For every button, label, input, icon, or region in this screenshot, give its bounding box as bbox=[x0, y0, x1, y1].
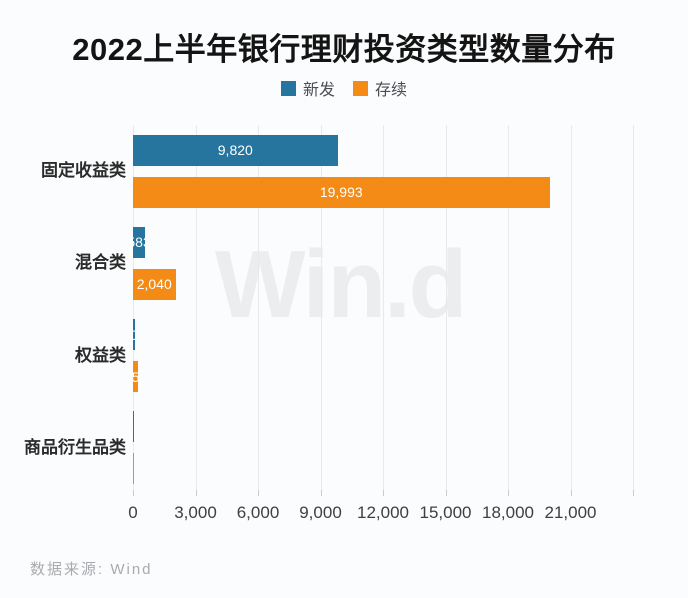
bar-value-label: 250 bbox=[133, 368, 139, 385]
bar-existing: 35 bbox=[133, 453, 134, 485]
legend-swatch-icon bbox=[280, 80, 296, 96]
gridline bbox=[508, 125, 509, 490]
chart-title: 2022上半年银行理财投资类型数量分布 bbox=[72, 32, 616, 67]
category-label: 混合类 bbox=[75, 253, 126, 273]
bar-value-label: 19,993 bbox=[319, 184, 363, 200]
axis-tick bbox=[320, 490, 322, 496]
legend-item-new: 新发 bbox=[280, 76, 335, 100]
gridline bbox=[320, 125, 322, 490]
axis-tick bbox=[195, 490, 197, 496]
category-label: 固定收益类 bbox=[41, 161, 126, 180]
axis-tick bbox=[570, 490, 572, 496]
bar-new: 100 bbox=[133, 319, 136, 351]
legend-swatch-icon bbox=[353, 80, 368, 96]
gridline bbox=[445, 125, 447, 490]
x-tick-label: 21,000 bbox=[544, 503, 597, 522]
axis-tick bbox=[633, 490, 634, 496]
axis-tick bbox=[445, 490, 447, 496]
bar-value-label: 100 bbox=[133, 327, 135, 343]
bar-new: 9,820 bbox=[133, 134, 338, 166]
gridline bbox=[133, 125, 134, 490]
bar-existing: 19,993 bbox=[133, 176, 550, 208]
bar-value-label: 2,040 bbox=[136, 276, 172, 293]
axis-tick bbox=[508, 490, 509, 496]
bar-existing: 2,040 bbox=[133, 268, 176, 300]
legend-label: 新发 bbox=[302, 82, 335, 99]
category-label: 商品衍生品类 bbox=[24, 437, 126, 457]
x-tick-label: 3,000 bbox=[174, 503, 217, 522]
data-source: 数据来源: Wind bbox=[30, 561, 153, 578]
gridline bbox=[195, 125, 197, 490]
bar-new: 583 bbox=[133, 226, 146, 258]
axis-tick bbox=[383, 490, 384, 496]
bar-existing: 250 bbox=[133, 361, 139, 393]
gridline bbox=[258, 125, 259, 490]
x-tick-label: 0 bbox=[128, 503, 138, 522]
legend-item-existing: 存续 bbox=[353, 76, 407, 100]
bar-new: 30 bbox=[133, 411, 134, 443]
x-tick-label: 15,000 bbox=[419, 503, 472, 522]
plot-area: Win.d 9,820 19,993 583 2,040 100 250 30 35 bbox=[133, 125, 660, 496]
bar-value-label: 9,820 bbox=[217, 142, 253, 158]
bar-value-label: 583 bbox=[133, 234, 145, 251]
gridline bbox=[633, 125, 634, 490]
watermark: Win.d bbox=[215, 231, 467, 338]
chart-legend: 新发 存续 bbox=[0, 76, 688, 100]
category-label: 权益类 bbox=[75, 345, 126, 365]
gridline bbox=[570, 125, 572, 490]
x-tick-label: 9,000 bbox=[299, 503, 342, 522]
bar-value-label: 35 bbox=[133, 461, 134, 477]
gridline bbox=[383, 125, 384, 490]
bar-value-label: 30 bbox=[133, 419, 134, 435]
legend-label: 存续 bbox=[375, 82, 408, 99]
axis-tick bbox=[258, 490, 259, 496]
x-tick-label: 6,000 bbox=[236, 503, 280, 522]
x-tick-label: 12,000 bbox=[357, 503, 409, 522]
x-tick-label: 18,000 bbox=[482, 503, 534, 522]
axis-tick bbox=[133, 490, 134, 496]
